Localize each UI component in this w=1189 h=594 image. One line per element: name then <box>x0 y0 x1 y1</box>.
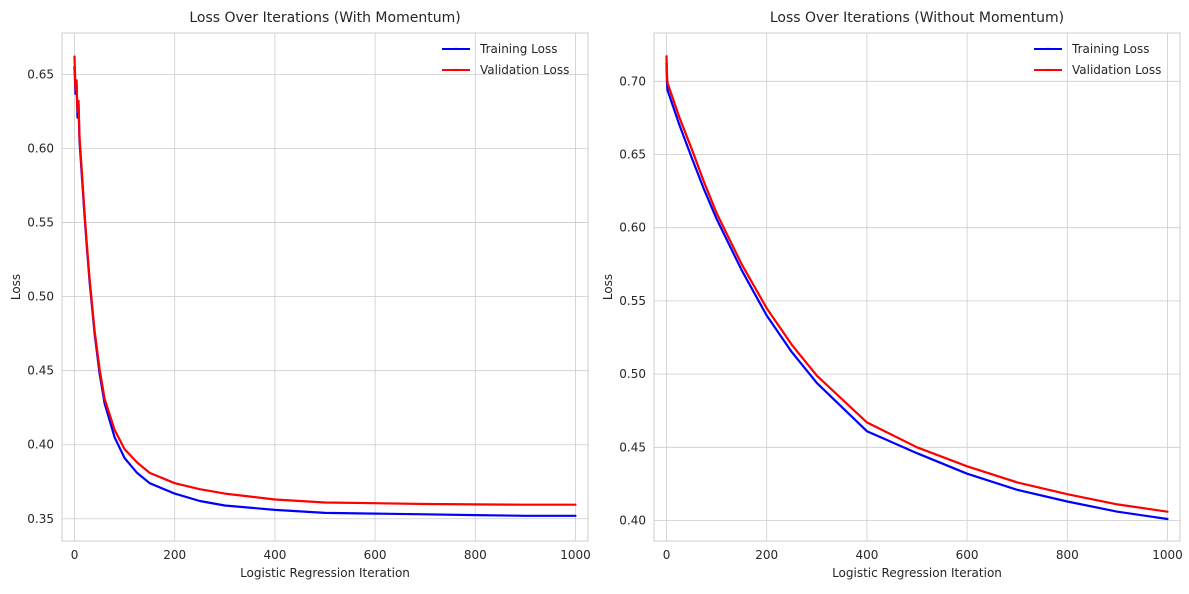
chart-title: Loss Over Iterations (Without Momentum) <box>770 10 1064 26</box>
data-point <box>665 74 669 77</box>
legend-label: Validation Loss <box>480 63 569 77</box>
plot-frame <box>61 32 589 542</box>
data-point <box>76 110 79 113</box>
chart-panel-2: 0 200 400 600 800 1000 0.40 0.45 0.50 0.55 0.60 0.6… <box>601 10 1183 580</box>
data-point <box>677 122 681 125</box>
legend-label: Training Loss <box>1071 42 1149 56</box>
x-tick-label: 1000 <box>1152 548 1183 562</box>
data-point <box>77 99 80 103</box>
data-point <box>79 150 82 153</box>
x-tick-label: 600 <box>364 548 387 562</box>
y-tick-label: 0.55 <box>619 294 646 308</box>
x-tick-label: 200 <box>163 548 186 562</box>
data-point <box>666 81 669 84</box>
data-point <box>78 135 81 138</box>
grid <box>654 33 1180 541</box>
y-tick-label: 0.65 <box>619 148 646 162</box>
y-tick-label: 0.45 <box>27 364 54 378</box>
x-tick-label: 400 <box>855 548 878 562</box>
y-tick-label: 0.50 <box>619 367 646 381</box>
plot-frame <box>653 32 1181 542</box>
data-point <box>85 245 89 248</box>
data-point <box>670 100 673 104</box>
y-tick-label: 0.55 <box>27 216 54 230</box>
y-tick-label: 0.60 <box>619 221 646 235</box>
y-tick-label: 0.60 <box>27 142 54 156</box>
legend: Training Loss Validation Loss <box>1034 42 1161 77</box>
y-tick-label: 0.40 <box>619 514 646 528</box>
x-tick-label: 0 <box>663 548 671 562</box>
legend-marker <box>454 68 458 72</box>
legend-label: Validation Loss <box>1072 63 1161 77</box>
data-point <box>80 172 84 175</box>
x-tick-label: 600 <box>956 548 979 562</box>
legend-marker <box>1046 47 1050 51</box>
x-axis-label: Logistic Regression Iteration <box>240 566 410 580</box>
legend-marker <box>454 47 458 51</box>
legend: Training Loss Validation Loss <box>442 42 569 77</box>
x-tick-label: 200 <box>755 548 778 562</box>
y-tick-label: 0.65 <box>27 67 54 81</box>
legend-label: Training Loss <box>479 42 557 56</box>
series-line-training-loss <box>665 62 1169 521</box>
data-point <box>83 211 86 214</box>
legend-marker <box>1046 68 1050 72</box>
grid <box>62 33 588 541</box>
series-line-validation-loss <box>73 55 577 506</box>
data-point <box>88 277 91 281</box>
y-axis-label: Loss <box>9 274 23 300</box>
series-line-training-loss <box>73 65 577 517</box>
y-tick-label: 0.70 <box>619 74 646 88</box>
data-point <box>74 88 77 91</box>
data-point <box>73 55 76 58</box>
chart-panel-1: 0 200 400 600 800 1000 0.35 0.40 0.45 0.50 0.55 0.6… <box>9 10 591 580</box>
data-point <box>677 115 681 118</box>
y-tick-label: 0.45 <box>619 440 646 454</box>
x-tick-label: 800 <box>464 548 487 562</box>
x-tick-label: 1000 <box>560 548 591 562</box>
data-point <box>666 88 669 92</box>
data-point <box>670 93 673 96</box>
y-tick-label: 0.50 <box>27 290 54 304</box>
y-tick-label: 0.35 <box>27 512 54 526</box>
y-axis-label: Loss <box>601 274 615 300</box>
x-tick-label: 800 <box>1056 548 1079 562</box>
x-tick-label: 0 <box>71 548 79 562</box>
data-point <box>75 79 78 82</box>
x-axis-label: Logistic Regression Iteration <box>832 566 1002 580</box>
data-point <box>665 55 668 58</box>
y-tick-label: 0.40 <box>27 438 54 452</box>
series-line-validation-loss <box>665 55 1169 513</box>
chart-title: Loss Over Iterations (With Momentum) <box>189 10 460 26</box>
x-tick-label: 400 <box>263 548 286 562</box>
